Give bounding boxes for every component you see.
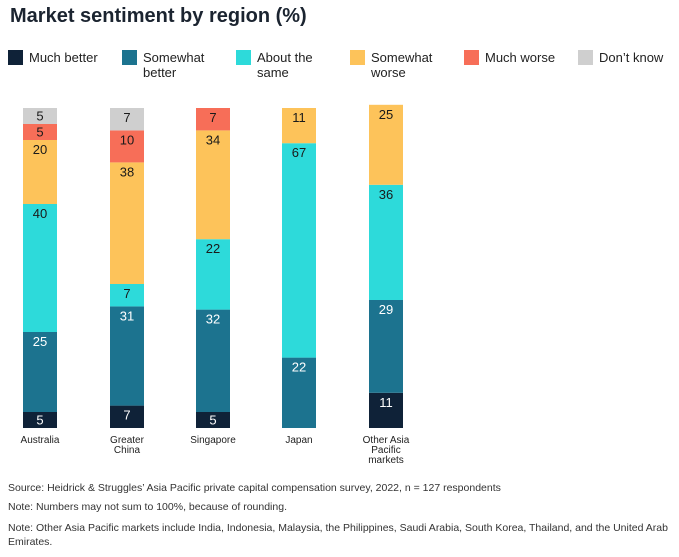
bar-segment [110,284,144,307]
data-label: 11 [292,110,306,125]
legend-swatch-somewhat-worse [350,50,365,65]
data-label: 5 [36,413,43,428]
rounding-note: Note: Numbers may not sum to 100%, becau… [8,501,287,513]
data-label: 11 [379,395,393,410]
data-label: 7 [123,408,130,423]
category-label: Other Asia Pacific markets [363,435,410,466]
legend-item-about-the-same: About the same [236,50,357,80]
data-label: 67 [292,145,306,160]
data-label: 31 [120,308,134,323]
data-label: 20 [33,142,47,157]
bar-segment [196,108,230,131]
data-label: 5 [36,125,43,140]
legend-item-somewhat-better: Somewhat better [122,50,243,80]
bar-segment [23,332,57,412]
data-label: 22 [292,360,306,375]
legend-item-much-better: Much better [8,50,129,65]
data-label: 25 [379,107,393,122]
data-label: 5 [209,413,216,428]
data-label: 5 [36,109,43,124]
chart-title: Market sentiment by region (%) [10,5,307,27]
legend-swatch-much-worse [464,50,479,65]
legend-label: Somewhat better [143,50,205,80]
legend-swatch-dont-know [578,50,593,65]
legend-item-much-worse: Much worse [464,50,585,65]
bar-segment [23,124,57,140]
bar-segment [23,140,57,204]
category-label: Japan [285,435,312,446]
source-note: Source: Heidrick & Struggles’ Asia Pacif… [8,482,501,494]
category-label: Australia [21,435,60,446]
bar-segment [369,392,403,428]
legend-label: Don’t know [599,50,664,65]
data-label: 40 [33,206,47,221]
bar-segment [110,162,144,284]
bar-segment [110,306,144,406]
data-label: 38 [120,164,134,179]
bar-segment [110,108,144,131]
data-label: 29 [379,302,393,317]
category-label: Singapore [190,435,236,446]
legend-swatch-much-better [8,50,23,65]
data-label: 34 [206,132,220,147]
legend-label: About the same [257,50,313,80]
data-label: 22 [206,241,220,256]
bar-segment [196,309,230,412]
bar-segment [282,357,316,428]
markets-note: Note: Other Asia Pacific markets include… [8,522,668,548]
bar-segment [196,130,230,240]
legend-swatch-somewhat-better [122,50,137,65]
bar-segment [23,412,57,428]
legend: Much better Somewhat better About the sa… [8,50,673,86]
data-label: 25 [33,334,47,349]
bar-segment [282,143,316,358]
bar-segment [282,108,316,144]
bar-segment [196,412,230,428]
legend-label: Somewhat worse [371,50,433,80]
legend-label: Much worse [485,50,556,65]
bar-segment [196,239,230,310]
data-label: 7 [209,110,216,125]
legend-label: Much better [29,50,98,65]
bar-segment [369,104,403,185]
bar-segment [110,405,144,428]
bar-segment [23,204,57,332]
data-label: 7 [123,286,130,301]
legend-item-somewhat-worse: Somewhat worse [350,50,471,80]
data-label: 32 [206,312,220,327]
bar-segment [110,130,144,163]
data-label: 7 [123,110,130,125]
data-label: 36 [379,187,393,202]
category-label: Greater China [110,435,145,456]
bar-segment [23,108,57,124]
data-label: 10 [120,132,134,147]
legend-item-dont-know: Don’t know [578,50,679,65]
bar-segment [369,184,403,300]
bar-segment [369,300,403,393]
legend-swatch-about-the-same [236,50,251,65]
